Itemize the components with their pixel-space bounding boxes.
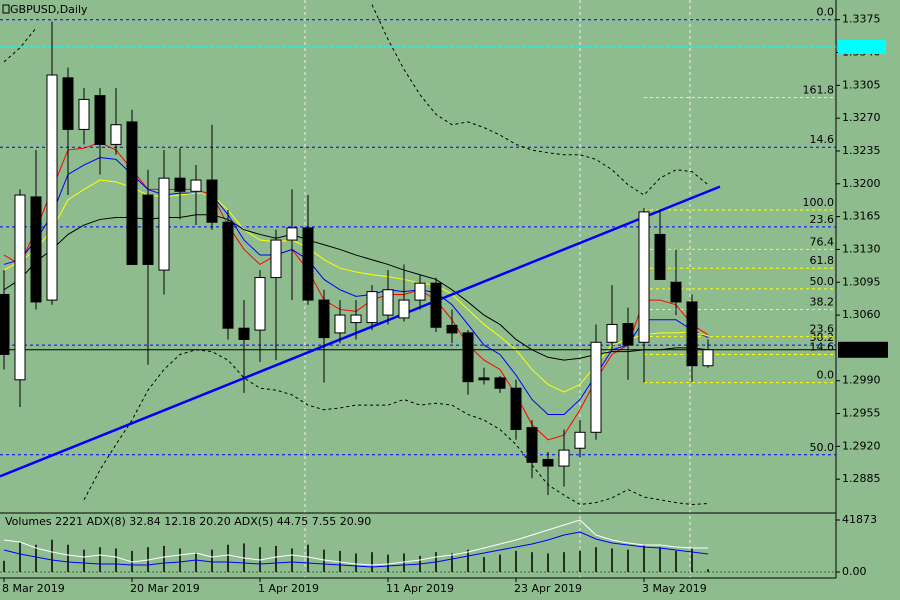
fib-label: 38.2 [810, 295, 835, 308]
candle-body [30, 196, 42, 303]
fib-label: 50.0 [810, 441, 835, 454]
fib-label: 14.6 [810, 340, 835, 353]
candle-body [110, 124, 122, 145]
candle-body [702, 349, 714, 367]
y-tick-label: 1.3235 [842, 144, 881, 157]
indicator-title: Volumes 2221 ADX(8) 32.84 12.18 20.20 AD… [5, 515, 371, 528]
candle-body [318, 299, 330, 339]
candle-body [478, 377, 490, 381]
candle-body [350, 314, 362, 324]
candle-body [222, 221, 234, 329]
current-price-label: 1.3023 [842, 343, 881, 356]
candle-body [78, 98, 90, 130]
x-tick-label: 23 Apr 2019 [514, 582, 582, 595]
y-tick-label: 1.3200 [842, 177, 881, 190]
fib-label: 76.4 [810, 235, 835, 248]
fib-label: 23.6 [810, 213, 835, 226]
candle-body [334, 314, 346, 334]
candle-body [622, 323, 634, 346]
current-price-box [838, 341, 888, 358]
candle-body [142, 194, 154, 265]
trendline [0, 185, 721, 478]
fib-label: 100.0 [803, 196, 835, 209]
indicator-tick-label: 0.00 [842, 565, 867, 578]
fib-label: 61.8 [810, 254, 835, 267]
candle-body [270, 239, 282, 279]
candle-body [510, 387, 522, 430]
candle-body [254, 277, 266, 331]
candle-body [430, 282, 442, 328]
candle-body [206, 179, 218, 223]
candle-body [558, 449, 570, 467]
x-tick-label: 1 Apr 2019 [258, 582, 319, 595]
y-tick-label: 1.3270 [842, 111, 881, 124]
candle-body [286, 227, 298, 241]
x-tick-label: 3 May 2019 [642, 582, 707, 595]
fib-label: 23.6 [810, 323, 835, 336]
candle-body [670, 281, 682, 303]
candle-body [526, 427, 538, 463]
candle-body [190, 179, 202, 192]
fib-label: 0.0 [817, 369, 835, 382]
candle-body [158, 177, 170, 271]
candle-body [606, 323, 618, 343]
fib-label: 50.0 [810, 275, 835, 288]
symbol-icon [2, 4, 10, 14]
y-tick-label: 1.2990 [842, 374, 881, 387]
y-tick-label: 1.2920 [842, 439, 881, 452]
x-tick-label: 20 Mar 2019 [130, 582, 200, 595]
indicator-tick-label: 41873 [842, 513, 877, 526]
x-tick-label: 11 Apr 2019 [386, 582, 454, 595]
marks: 1.33751.33401.33051.32701.32351.32001.31… [0, 4, 888, 595]
candle-body [542, 458, 554, 467]
candle-body [94, 95, 106, 145]
y-tick-label: 1.3305 [842, 78, 881, 91]
candle-body [398, 299, 410, 319]
candle-body [174, 177, 186, 192]
candle-body [574, 431, 586, 449]
candle-body [302, 227, 314, 301]
symbol-title: GBPUSD,Daily [10, 3, 88, 16]
ask-price-box [838, 39, 886, 54]
y-tick-label: 1.3095 [842, 275, 881, 288]
candle-body [638, 211, 650, 343]
y-tick-label: 1.3130 [842, 242, 881, 255]
candle-body [654, 233, 666, 280]
adx-line [3, 531, 709, 568]
candle-body [462, 332, 474, 383]
candle-body [590, 341, 602, 433]
candle-body [62, 77, 74, 130]
y-tick-label: 1.2885 [842, 472, 881, 485]
y-tick-label: 1.3060 [842, 308, 881, 321]
candle-body [494, 377, 506, 389]
fib-label: 38.2 [810, 331, 835, 344]
x-tick-label: 8 Mar 2019 [2, 582, 65, 595]
candle-body [126, 121, 138, 265]
bollinger-band [83, 349, 709, 506]
y-tick-label: 1.3375 [842, 13, 881, 26]
candle-body [46, 74, 58, 301]
y-tick-label: 1.3165 [842, 210, 881, 223]
y-tick-label: 1.2955 [842, 407, 881, 420]
candle-body [446, 324, 458, 334]
fib-label: 14.6 [810, 133, 835, 146]
fib-label: 0.0 [817, 6, 835, 19]
adx-line [3, 519, 708, 566]
candle-body [238, 327, 250, 340]
candle-body [366, 291, 378, 324]
candle-body [14, 194, 26, 381]
candle-body [686, 301, 698, 367]
bollinger-band [3, 4, 709, 196]
fib-label: 161.8 [803, 84, 835, 97]
candle-body [414, 282, 426, 301]
candle-body [382, 289, 394, 316]
candle-body [0, 293, 10, 355]
